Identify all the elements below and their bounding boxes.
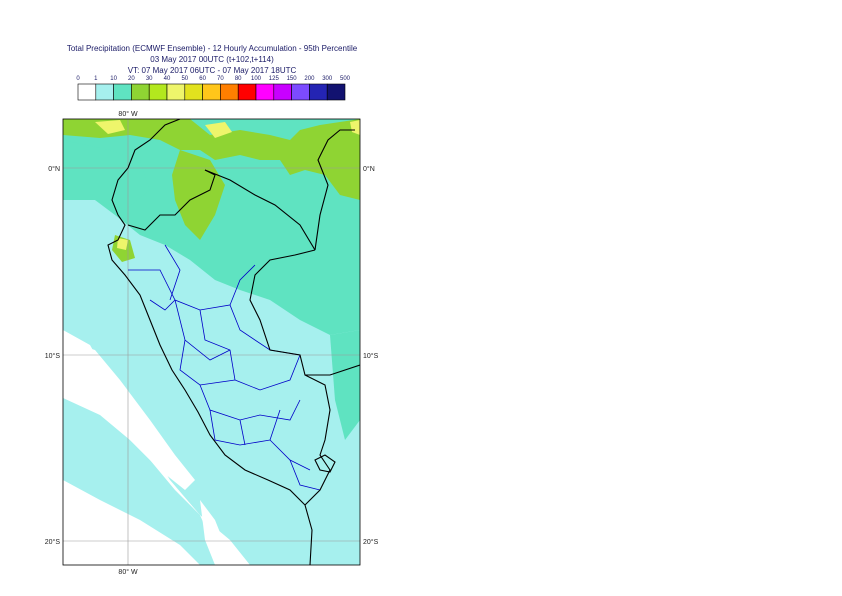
lat-label-10s-left: 10°S: [45, 352, 61, 360]
map-frame: [62, 118, 361, 566]
border-colombia-peru: [204, 169, 316, 251]
legend-tick-label: 0: [76, 76, 80, 82]
admin-borders: [128, 244, 321, 491]
dry-patch-offshore: [63, 340, 195, 490]
precip-zone-yellow-3: [117, 238, 128, 250]
legend-tick-label: 70: [217, 76, 224, 82]
map-field: [63, 119, 360, 565]
lat-label-10s-right: 10°S: [363, 352, 379, 360]
legend-swatch: [326, 83, 346, 101]
legend-tick-label: 500: [340, 76, 351, 82]
legend-tick-label: 40: [164, 76, 171, 82]
legend-tick-label: 80: [235, 76, 242, 82]
legend-tick-label: 100: [251, 76, 262, 82]
lat-label-0n-left: 0°N: [48, 165, 60, 173]
legend-tick-label: 10: [110, 76, 117, 82]
legend-tick-label: 60: [199, 76, 206, 82]
border-peru-brazil: [249, 249, 360, 376]
legend-tick-label: 30: [146, 76, 153, 82]
lat-label-20s-left: 20°S: [45, 538, 61, 546]
legend-tick-label: 20: [128, 76, 135, 82]
lat-label-20s-right: 20°S: [363, 538, 379, 546]
legend-tick-label: 150: [287, 76, 298, 82]
valid-time-label: VT: 07 May 2017 06UTC - 07 May 2017 18UT…: [127, 66, 297, 75]
lon-label-bottom: 80° W: [118, 568, 138, 576]
border-ecuador-peru: [127, 169, 216, 231]
legend-tick-label: 1: [94, 76, 98, 82]
precip-zone-medium-east: [330, 330, 360, 440]
dry-patch-southwest: [200, 500, 230, 565]
precip-zone-green-north: [63, 119, 360, 200]
precip-zone-yellow-2: [205, 122, 232, 138]
color-legend: 0 1 10 20 30 40 50 60 70 80 100 125 150 200 300 500: [76, 76, 351, 101]
country-borders: [107, 119, 360, 565]
coastline: [107, 167, 313, 565]
legend-tick-label: 200: [304, 76, 315, 82]
base-time-label: 03 May 2017 00UTC (t+102,t+114): [150, 55, 274, 64]
legend-tick-label: 50: [181, 76, 188, 82]
chart-title: Total Precipitation (ECMWF Ensemble) - 1…: [66, 44, 358, 53]
dry-patch-south: [63, 480, 200, 565]
legend-tick-label: 300: [322, 76, 333, 82]
border-ecuador-colombia-north: [127, 119, 181, 169]
graticule: [63, 119, 360, 565]
border-peru-bolivia: [304, 374, 331, 506]
precip-zone-yellow-4: [350, 120, 360, 135]
legend-tick-label: 125: [269, 76, 280, 82]
border-colombia-brazil: [314, 129, 355, 251]
lat-label-0n-right: 0°N: [363, 165, 375, 173]
precip-zone-yellow-1: [95, 120, 125, 134]
lake-titicaca: [314, 454, 336, 473]
lon-label-top: 80° W: [118, 110, 138, 118]
